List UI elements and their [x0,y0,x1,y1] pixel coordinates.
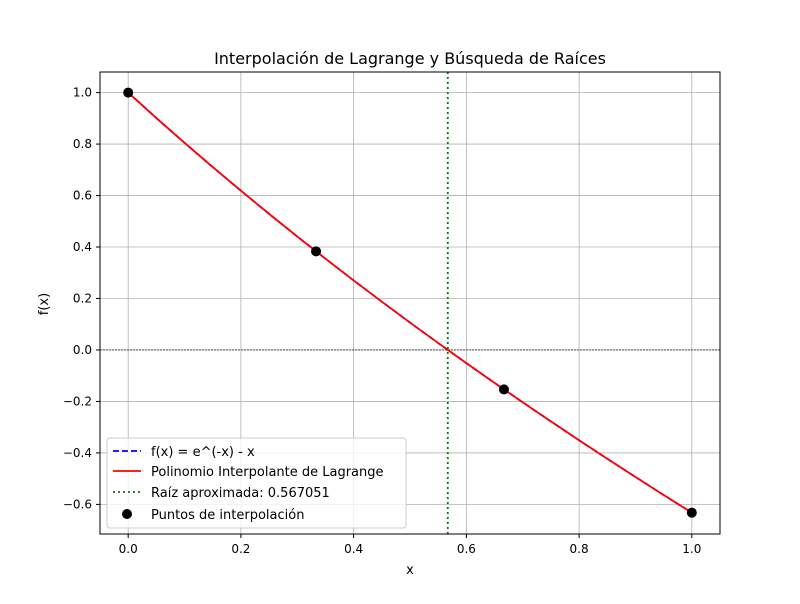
x-tick-label: 0.6 [457,542,476,556]
legend-label-points: Puntos de interpolación [151,508,304,523]
y-tick-label: −0.2 [63,394,92,408]
legend-label-root: Raíz aproximada: 0.567051 [151,486,330,501]
legend-label-function: f(x) = e^(-x) - x [151,445,255,460]
interpolation-point [311,246,322,257]
x-tick-label: 0.2 [231,542,250,556]
y-tick-label: 0.2 [73,291,92,305]
interpolation-point [123,87,134,98]
legend-marker-points [122,509,132,519]
x-tick-label: 0.8 [570,542,589,556]
plot-area [100,72,720,534]
y-axis-label: f(x) [37,293,52,315]
y-tick-label: 0.6 [73,189,92,203]
x-tick-label: 0.0 [119,542,138,556]
chart-title: Interpolación de Lagrange y Búsqueda de … [214,49,606,68]
y-tick-label: 0.8 [73,137,92,151]
legend: f(x) = e^(-x) - x Polinomio Interpolante… [106,437,407,529]
legend-label-polynomial: Polinomio Interpolante de Lagrange [151,465,384,480]
grid [100,72,720,534]
interpolation-point [498,384,509,395]
axis-ticks: 0.0 0.2 0.4 0.6 0.8 1.0 1.0 0.8 0.6 0.4 0.2 0.0 −0.2… [63,86,702,556]
y-tick-label: 1.0 [73,86,92,100]
y-tick-label: −0.6 [63,497,92,511]
y-tick-label: 0.0 [73,343,92,357]
legend-box [106,437,407,529]
y-tick-label: −0.4 [63,446,92,460]
axes-frame [99,71,721,535]
lagrange-polynomial-line [127,91,693,514]
interpolation-point [686,507,697,518]
x-axis-label: x [406,563,414,578]
y-tick-label: 0.4 [73,240,92,254]
x-tick-label: 1.0 [682,542,701,556]
x-tick-label: 0.4 [344,542,363,556]
